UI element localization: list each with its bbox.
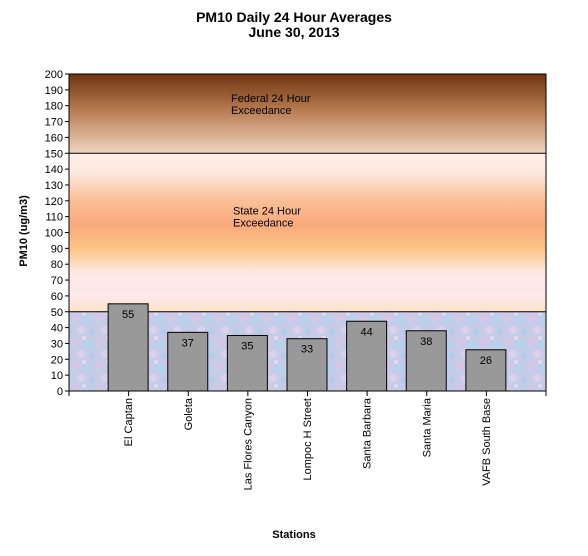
y-tick-label-190: 190 xyxy=(45,85,63,97)
band-1 xyxy=(69,153,546,312)
data-label-3: 33 xyxy=(301,344,313,356)
bar-6 xyxy=(465,349,507,392)
data-label-4: 44 xyxy=(361,326,373,338)
y-tick-label-200: 200 xyxy=(45,69,63,81)
data-label-0: 55 xyxy=(122,309,134,321)
y-tick-label-180: 180 xyxy=(45,101,63,113)
y-tick-label-130: 130 xyxy=(45,180,63,192)
y-tick-label-120: 120 xyxy=(45,196,63,208)
bar-1 xyxy=(167,331,209,392)
band-label-1-line2: Exceedance xyxy=(233,217,294,229)
data-label-2: 35 xyxy=(241,341,253,353)
x-tick-label-2: Las Flores Canyon xyxy=(242,398,254,490)
y-tick-label-150: 150 xyxy=(45,148,63,160)
x-axis-label: Stations xyxy=(272,529,316,541)
bar-2 xyxy=(226,335,268,392)
x-tick-label-3: Lompoc H Street xyxy=(302,398,314,481)
bar-4 xyxy=(346,320,388,392)
band-label-0-line1: Federal 24 Hour xyxy=(231,93,311,105)
band-label-0-line2: Exceedance xyxy=(231,105,292,117)
bar-5 xyxy=(405,330,447,392)
y-tick-label-160: 160 xyxy=(45,132,63,144)
data-label-1: 37 xyxy=(182,337,194,349)
bars-layer: 55 37 35 33 44 38 26 xyxy=(107,303,507,392)
y-tick-label-70: 70 xyxy=(51,275,63,287)
y-tick-label-60: 60 xyxy=(51,291,63,303)
y-tick-label-50: 50 xyxy=(51,307,63,319)
y-tick-label-140: 140 xyxy=(45,164,63,176)
y-tick-label-10: 10 xyxy=(51,370,63,382)
y-tick-label-30: 30 xyxy=(51,338,63,350)
y-tick-label-90: 90 xyxy=(51,243,63,255)
y-tick-label-110: 110 xyxy=(45,212,63,224)
data-label-6: 26 xyxy=(480,355,492,367)
chart-subtitle: June 30, 2013 xyxy=(248,24,340,40)
bar-0 xyxy=(107,303,149,392)
x-tick-label-6: VAFB South Base xyxy=(481,398,493,486)
x-tick-label-5: Santa Maria xyxy=(421,397,433,457)
y-tick-label-100: 100 xyxy=(45,228,63,240)
y-tick-label-20: 20 xyxy=(51,354,63,366)
y-tick-label-40: 40 xyxy=(51,323,63,335)
chart-title: PM10 Daily 24 Hour Averages xyxy=(196,9,392,25)
data-label-5: 38 xyxy=(420,336,432,348)
bar-3 xyxy=(286,338,328,392)
y-axis-label: PM10 (ug/m3) xyxy=(18,195,30,267)
axes-layer: El Captan Goleta Las Flores Canyon Lompoc H… xyxy=(45,69,547,490)
y-tick-label-80: 80 xyxy=(51,259,63,271)
x-tick-label-0: El Captan xyxy=(123,398,135,446)
x-tick-label-4: Santa Barbara xyxy=(362,397,374,469)
band-label-1-line1: State 24 Hour xyxy=(233,205,301,217)
y-tick-label-0: 0 xyxy=(57,386,63,398)
x-tick-label-1: Goleta xyxy=(183,397,195,430)
y-tick-label-170: 170 xyxy=(45,117,63,129)
band-0 xyxy=(69,74,546,154)
